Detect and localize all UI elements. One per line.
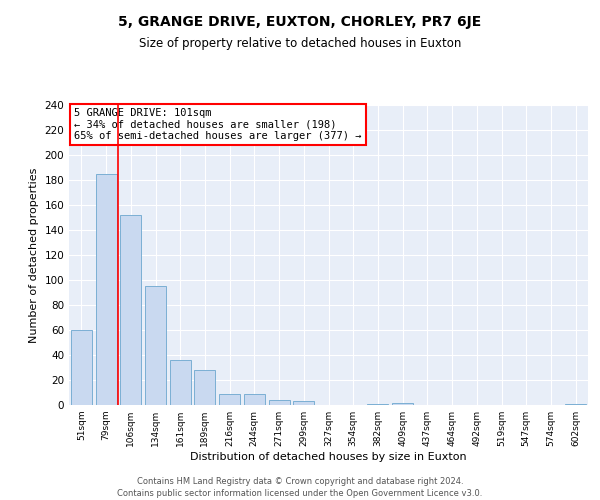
Bar: [565, 404, 586, 405]
Bar: [194, 370, 215, 405]
Bar: [293, 401, 314, 405]
Text: Size of property relative to detached houses in Euxton: Size of property relative to detached ho…: [139, 38, 461, 51]
Bar: [244, 394, 265, 405]
Text: Contains HM Land Registry data © Crown copyright and database right 2024.: Contains HM Land Registry data © Crown c…: [137, 478, 463, 486]
Bar: [95, 174, 116, 405]
Text: Contains public sector information licensed under the Open Government Licence v3: Contains public sector information licen…: [118, 489, 482, 498]
Bar: [71, 330, 92, 405]
Bar: [170, 360, 191, 405]
Text: 5, GRANGE DRIVE, EUXTON, CHORLEY, PR7 6JE: 5, GRANGE DRIVE, EUXTON, CHORLEY, PR7 6J…: [118, 15, 482, 29]
Bar: [269, 400, 290, 405]
Bar: [367, 404, 388, 405]
Bar: [219, 394, 240, 405]
Y-axis label: Number of detached properties: Number of detached properties: [29, 168, 39, 342]
Bar: [145, 286, 166, 405]
Bar: [120, 215, 141, 405]
Text: 5 GRANGE DRIVE: 101sqm
← 34% of detached houses are smaller (198)
65% of semi-de: 5 GRANGE DRIVE: 101sqm ← 34% of detached…: [74, 108, 362, 141]
X-axis label: Distribution of detached houses by size in Euxton: Distribution of detached houses by size …: [190, 452, 467, 462]
Bar: [392, 402, 413, 405]
